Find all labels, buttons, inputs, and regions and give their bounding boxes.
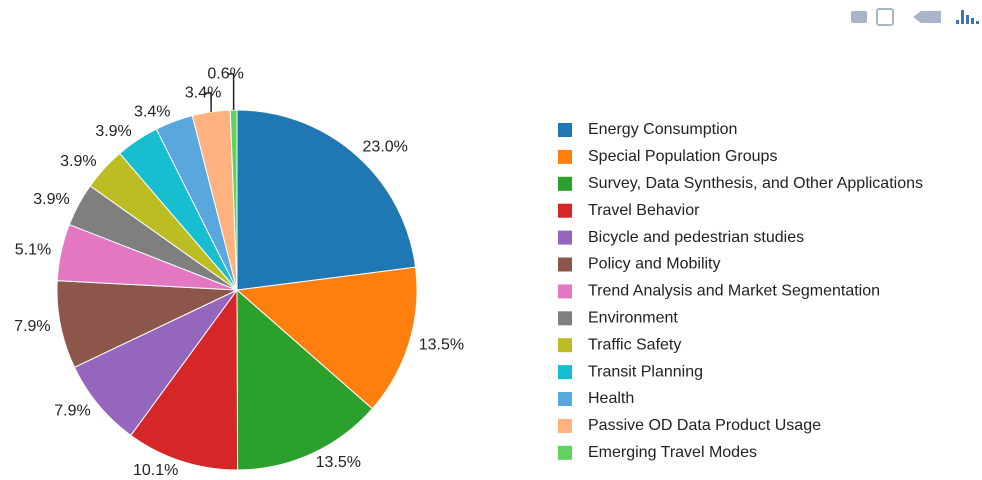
pie-slice (235, 266, 418, 410)
legend-label: Emerging Travel Modes (588, 444, 757, 461)
legend-label: Traffic Safety (588, 336, 681, 353)
pie-slice (236, 288, 373, 471)
legend-label: Survey, Data Synthesis, and Other Applic… (588, 175, 923, 192)
legend-label: Travel Behavior (588, 202, 700, 219)
legend-label: Transit Planning (588, 363, 703, 380)
slice-label: 13.5% (419, 337, 464, 354)
legend-swatch (558, 257, 572, 272)
legend-swatch (558, 445, 572, 460)
plotly-logo[interactable] (956, 10, 979, 24)
legend-label: Health (588, 390, 634, 407)
slice-label: 10.1% (133, 462, 178, 479)
slice-label: 13.5% (316, 454, 361, 471)
slice-label: 5.1% (15, 241, 51, 258)
slice-label: 23.0% (363, 139, 408, 156)
legend-swatch (558, 365, 572, 380)
legend-swatch (558, 230, 572, 245)
legend-swatch (558, 203, 572, 218)
legend-label: Passive OD Data Product Usage (588, 417, 821, 434)
legend-swatch (558, 176, 572, 191)
legend-label: Special Population Groups (588, 148, 777, 165)
pie-slice (130, 288, 239, 471)
legend-label: Environment (588, 310, 678, 327)
slice-label: 3.9% (33, 191, 69, 208)
legend-swatch (558, 311, 572, 326)
slice-label: 7.9% (54, 402, 90, 419)
legend-swatch (558, 123, 572, 137)
legend-label: Bicycle and pedestrian studies (588, 229, 804, 246)
legend-swatch (558, 418, 572, 433)
legend-label: Trend Analysis and Market Segmentation (588, 283, 880, 300)
legend-label: Policy and Mobility (588, 256, 721, 273)
save-icon[interactable] (876, 8, 894, 26)
legend-label: Energy Consumption (588, 121, 737, 138)
slice-label: 3.9% (60, 153, 96, 170)
slice-label: 3.9% (95, 123, 131, 140)
camera-icon[interactable] (851, 11, 867, 23)
pie-slice (229, 109, 238, 291)
legend-swatch (558, 392, 572, 406)
slice-label: 0.6% (207, 65, 243, 82)
slice-label: 7.9% (14, 318, 50, 335)
modebar[interactable] (851, 8, 979, 26)
pie-slice (236, 109, 417, 291)
legend-swatch (558, 338, 572, 353)
leader-line (227, 73, 235, 111)
select-icon[interactable] (913, 11, 941, 23)
leader-line (205, 92, 212, 112)
slice-label: 3.4% (185, 84, 221, 101)
legend-swatch (558, 284, 572, 299)
legend-swatch (558, 149, 572, 164)
slice-label: 3.4% (134, 103, 170, 120)
